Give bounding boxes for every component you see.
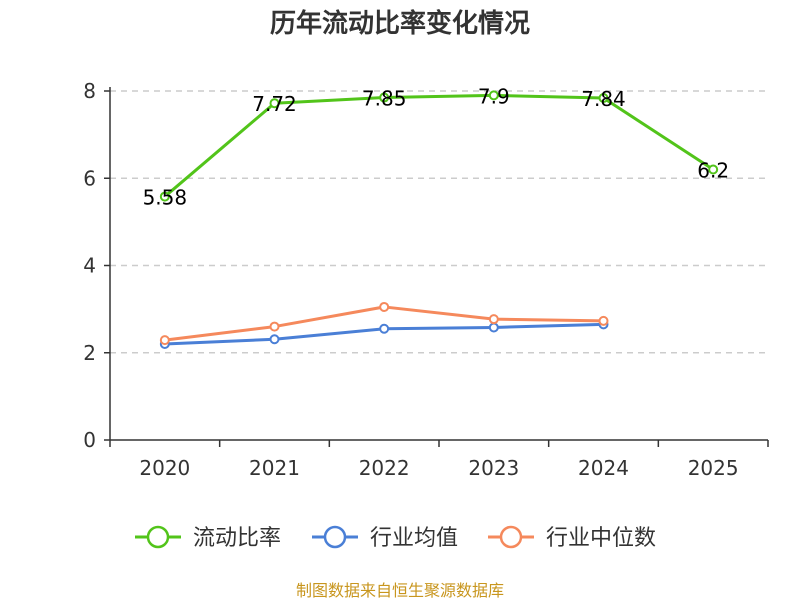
y-tick-label: 2 — [83, 341, 96, 365]
x-tick-label: 2021 — [249, 456, 300, 480]
data-label: 7.85 — [362, 87, 407, 111]
data-point[interactable] — [159, 335, 170, 346]
y-tick-label: 6 — [83, 166, 96, 190]
data-point[interactable] — [269, 98, 280, 109]
source-note: 制图数据来自恒生聚源数据库 — [296, 581, 504, 600]
data-point[interactable] — [379, 323, 390, 334]
data-point[interactable] — [488, 90, 499, 101]
data-point[interactable] — [708, 164, 719, 175]
chart-title: 历年流动比率变化情况 — [270, 8, 530, 39]
x-tick-label: 2023 — [468, 456, 519, 480]
y-tick-label: 4 — [83, 254, 96, 278]
data-point[interactable] — [598, 92, 609, 103]
data-label: 7.9 — [478, 84, 510, 108]
legend[interactable]: 流动比率 行业均值 行业中位数 — [135, 525, 656, 551]
x-tick-label: 2025 — [688, 456, 739, 480]
data-point[interactable] — [269, 334, 280, 345]
data-point[interactable] — [159, 191, 170, 202]
legend-marker — [499, 525, 523, 549]
x-tick-label: 2022 — [359, 456, 410, 480]
y-tick-label: 8 — [83, 79, 96, 103]
data-point[interactable] — [598, 315, 609, 326]
legend-item-0[interactable]: 流动比率 — [135, 525, 281, 551]
legend-marker — [146, 525, 170, 549]
data-label: 5.58 — [143, 186, 188, 210]
data-label: 7.84 — [581, 87, 626, 111]
x-tick-label: 2020 — [139, 456, 190, 480]
data-labels: 5.58 7.72 7.85 7.9 7.84 6.2 — [143, 84, 730, 209]
data-label: 7.72 — [252, 92, 297, 116]
data-label: 6.2 — [697, 159, 729, 183]
data-point[interactable] — [488, 322, 499, 333]
x-tick-label: 2024 — [578, 456, 629, 480]
legend-item-2[interactable]: 行业中位数 — [488, 525, 656, 551]
legend-marker — [323, 525, 347, 549]
data-point[interactable] — [269, 321, 280, 332]
data-point[interactable] — [379, 301, 390, 312]
legend-item-1[interactable]: 行业均值 — [312, 525, 458, 551]
data-point[interactable] — [488, 314, 499, 325]
series-line-0 — [163, 93, 714, 198]
data-point[interactable] — [379, 92, 390, 103]
legend-label: 行业均值 — [370, 526, 458, 551]
legend-label: 流动比率 — [193, 526, 281, 551]
series-layer — [159, 90, 719, 350]
axes: 0 2 4 6 8 2020 2021 2022 2023 2024 2025 — [83, 79, 769, 480]
y-tick-label: 0 — [83, 428, 96, 452]
legend-label: 行业中位数 — [546, 526, 656, 551]
